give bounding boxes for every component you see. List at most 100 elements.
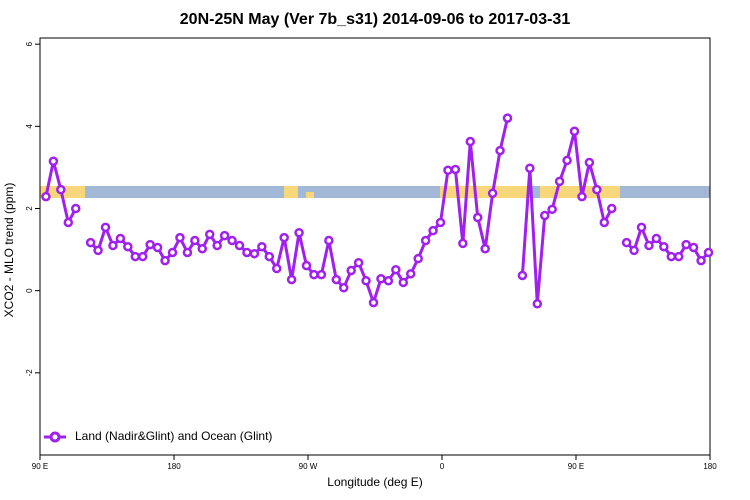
data-point [443, 165, 453, 176]
data-point [167, 247, 178, 258]
data-point [465, 136, 476, 147]
data-point [182, 247, 193, 258]
x-tick-label: 180 [167, 462, 181, 471]
map-strip [40, 186, 710, 198]
data-point [368, 297, 379, 308]
data-point [673, 251, 684, 262]
x-tick-label: 90 E [568, 462, 584, 471]
x-tick-label: 90 E [32, 462, 48, 471]
data-point [577, 191, 587, 202]
data-point [271, 263, 282, 274]
y-tick-label: 0 [25, 288, 34, 293]
data-point [294, 227, 304, 238]
data-point [219, 230, 230, 241]
legend: Land (Nadir&Glint) and Ocean (Glint) [44, 429, 272, 443]
data-point [495, 145, 505, 156]
data-point [279, 232, 289, 243]
x-axis-label: Longitude (deg E) [327, 475, 422, 489]
data-point [651, 233, 662, 244]
y-tick-label: 2 [25, 206, 34, 211]
data-point [108, 240, 118, 251]
data-point [301, 260, 312, 271]
data-point [309, 269, 319, 280]
data-point [517, 270, 528, 281]
data-point [249, 248, 260, 259]
data-point [696, 255, 706, 266]
data-point [56, 184, 66, 195]
data-point [659, 241, 669, 252]
legend-marker [49, 431, 61, 443]
data-point [41, 191, 51, 202]
data-point [63, 217, 74, 228]
data-point [48, 156, 59, 167]
y-tick-label: 6 [25, 41, 34, 46]
y-axis-label: XCO2 - MLO trend (ppm) [2, 183, 16, 318]
data-point [145, 239, 155, 250]
data-point [242, 247, 252, 258]
data-point [688, 242, 699, 253]
data-point [592, 184, 602, 195]
data-point [190, 235, 200, 246]
chart-title: 20N-25N May (Ver 7b_s31) 2014-09-06 to 2… [180, 11, 571, 28]
data-point [502, 113, 513, 123]
data-point [376, 274, 386, 284]
data-point [569, 126, 580, 137]
data-point [85, 237, 96, 248]
data-point [450, 164, 461, 175]
data-point [606, 203, 617, 214]
data-point [227, 235, 237, 246]
data-point [435, 217, 446, 228]
data-point [152, 242, 163, 253]
data-point [234, 240, 245, 251]
data-point [599, 217, 610, 228]
data-point [472, 212, 483, 223]
data-point [338, 283, 349, 293]
data-point [391, 264, 401, 275]
data-point [405, 269, 416, 279]
data-point [532, 299, 543, 309]
data-point [629, 245, 639, 256]
data-point [123, 241, 133, 252]
data-point [562, 155, 572, 166]
y-tick-label: 4 [25, 124, 34, 129]
data-point [286, 274, 297, 285]
x-tick-label: 90 W [299, 462, 318, 471]
data-point [353, 257, 364, 268]
data-point [681, 239, 691, 250]
land-patch [306, 192, 314, 198]
y-tick-label: -2 [25, 369, 34, 377]
data-point [428, 225, 438, 236]
legend-label: Land (Nadir&Glint) and Ocean (Glint) [75, 429, 272, 443]
data-point [197, 244, 208, 254]
data-point [264, 251, 275, 262]
data-point [346, 265, 356, 276]
data-point [93, 245, 103, 256]
data-point [100, 222, 111, 233]
data-point [458, 238, 468, 249]
data-point [137, 251, 148, 262]
data-point [644, 240, 654, 251]
data-point [621, 237, 632, 248]
data-point [480, 244, 490, 254]
data-point [115, 233, 126, 244]
data-point [175, 232, 185, 243]
data-point [204, 229, 215, 240]
plot-frame [39, 37, 711, 456]
data-point [130, 251, 141, 262]
data-point [257, 241, 267, 252]
data-point [316, 269, 327, 280]
land-patch [284, 186, 298, 198]
data-point [554, 176, 565, 187]
data-point [487, 188, 498, 199]
data-point [703, 247, 714, 258]
data-point [547, 204, 557, 215]
data-point [584, 157, 595, 168]
data-point [383, 276, 394, 286]
data-point [70, 203, 81, 214]
data-point [212, 240, 222, 251]
data-point [398, 277, 409, 288]
data-point [525, 163, 535, 173]
x-tick-label: 180 [703, 462, 717, 471]
data-point [160, 255, 170, 266]
